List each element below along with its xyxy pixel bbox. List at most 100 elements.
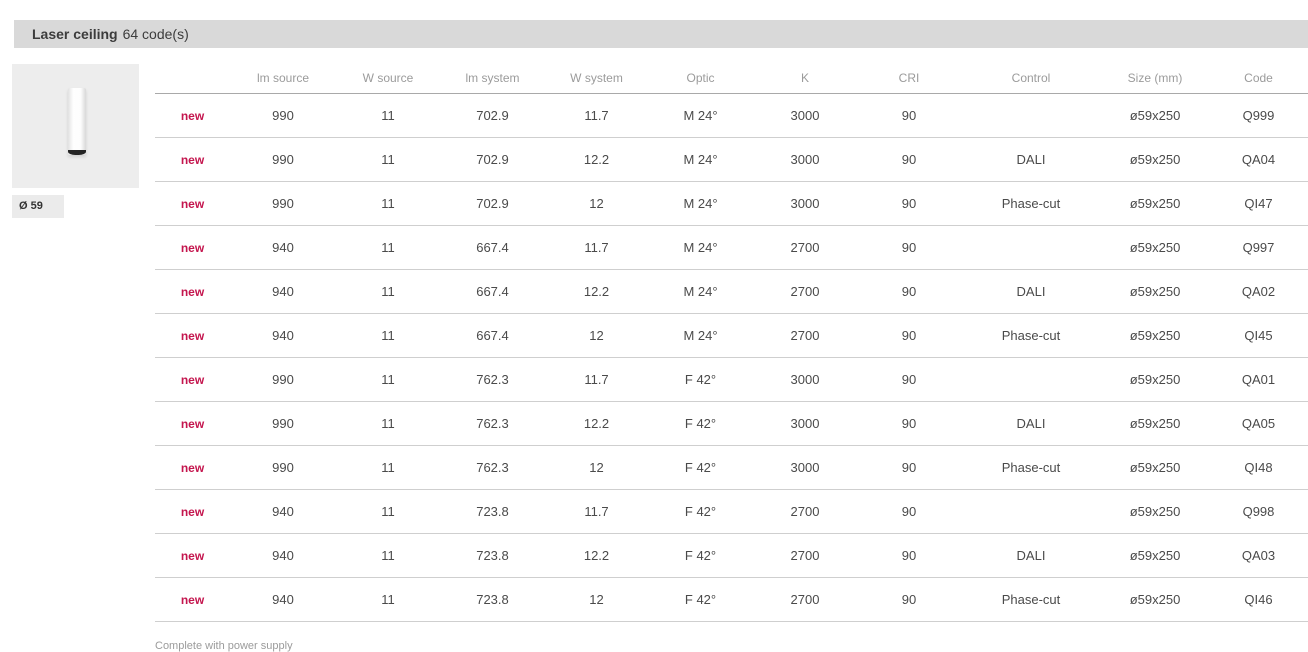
luminaire-cap	[68, 150, 86, 155]
cell-control	[961, 489, 1101, 534]
cell-new: new	[155, 445, 230, 490]
cell-w-system: 12.2	[545, 533, 648, 578]
table-row: new 940 11 667.4 12.2 M 24° 2700 90 DALI…	[155, 269, 1308, 314]
cell-cri: 90	[857, 533, 961, 578]
cell-code: Q998	[1209, 489, 1308, 534]
cell-control	[961, 357, 1101, 402]
cell-lm-system: 702.9	[440, 137, 545, 182]
table-row: new 940 11 723.8 12 F 42° 2700 90 Phase-…	[155, 577, 1308, 622]
cell-control: Phase-cut	[961, 181, 1101, 226]
table-row: new 990 11 702.9 11.7 M 24° 3000 90 ø59x…	[155, 93, 1308, 138]
cell-w-source: 11	[336, 269, 440, 314]
cell-code: Q999	[1209, 93, 1308, 138]
cell-optic: M 24°	[648, 269, 753, 314]
cell-k: 3000	[753, 181, 857, 226]
cell-lm-source: 940	[230, 489, 336, 534]
new-badge: new	[180, 152, 205, 167]
cell-new: new	[155, 137, 230, 182]
cell-size: ø59x250	[1101, 269, 1209, 314]
cell-control: DALI	[961, 533, 1101, 578]
table-header-row: lm source W source lm system W system Op…	[155, 64, 1308, 94]
cell-k: 2700	[753, 225, 857, 270]
cell-optic: M 24°	[648, 225, 753, 270]
cell-size: ø59x250	[1101, 137, 1209, 182]
table-row: new 990 11 762.3 12.2 F 42° 3000 90 DALI…	[155, 401, 1308, 446]
cell-new: new	[155, 181, 230, 226]
cell-lm-source: 990	[230, 401, 336, 446]
new-badge: new	[180, 460, 205, 475]
cell-code: QI45	[1209, 313, 1308, 358]
cell-new: new	[155, 577, 230, 622]
cell-size: ø59x250	[1101, 313, 1209, 358]
cell-control: DALI	[961, 401, 1101, 446]
cell-w-source: 11	[336, 401, 440, 446]
table-row: new 940 11 723.8 11.7 F 42° 2700 90 ø59x…	[155, 489, 1308, 534]
cell-cri: 90	[857, 577, 961, 622]
cell-lm-source: 990	[230, 357, 336, 402]
cell-code: Q997	[1209, 225, 1308, 270]
new-badge: new	[180, 372, 205, 387]
cell-code: QA02	[1209, 269, 1308, 314]
cell-lm-source: 940	[230, 269, 336, 314]
new-badge: new	[180, 284, 205, 299]
cell-optic: M 24°	[648, 93, 753, 138]
cell-cri: 90	[857, 313, 961, 358]
new-badge: new	[180, 416, 205, 431]
col-header-w-system: W system	[545, 64, 648, 94]
cell-cri: 90	[857, 225, 961, 270]
cell-k: 2700	[753, 577, 857, 622]
cell-w-system: 11.7	[545, 225, 648, 270]
cell-lm-system: 702.9	[440, 181, 545, 226]
cell-size: ø59x250	[1101, 93, 1209, 138]
cell-w-system: 11.7	[545, 489, 648, 534]
cell-optic: F 42°	[648, 577, 753, 622]
product-family-title: Laser ceiling	[32, 26, 118, 42]
table-row: new 990 11 762.3 11.7 F 42° 3000 90 ø59x…	[155, 357, 1308, 402]
cell-new: new	[155, 401, 230, 446]
cell-w-source: 11	[336, 357, 440, 402]
table-row: new 990 11 702.9 12 M 24° 3000 90 Phase-…	[155, 181, 1308, 226]
cell-lm-system: 702.9	[440, 93, 545, 138]
cell-k: 2700	[753, 269, 857, 314]
cell-w-source: 11	[336, 533, 440, 578]
col-header-code: Code	[1209, 64, 1308, 94]
cell-cri: 90	[857, 93, 961, 138]
cell-control: Phase-cut	[961, 445, 1101, 490]
cell-lm-system: 762.3	[440, 357, 545, 402]
cell-new: new	[155, 269, 230, 314]
col-header-w-source: W source	[336, 64, 440, 94]
table-row: new 990 11 702.9 12.2 M 24° 3000 90 DALI…	[155, 137, 1308, 182]
cell-w-source: 11	[336, 445, 440, 490]
cell-new: new	[155, 489, 230, 534]
col-header-lm-system: lm system	[440, 64, 545, 94]
cell-optic: F 42°	[648, 533, 753, 578]
cell-size: ø59x250	[1101, 401, 1209, 446]
cell-new: new	[155, 93, 230, 138]
cell-w-system: 12	[545, 577, 648, 622]
cell-new: new	[155, 225, 230, 270]
cell-lm-system: 762.3	[440, 445, 545, 490]
cell-k: 3000	[753, 445, 857, 490]
cell-control: DALI	[961, 137, 1101, 182]
cell-lm-source: 940	[230, 225, 336, 270]
cell-size: ø59x250	[1101, 577, 1209, 622]
cell-cri: 90	[857, 489, 961, 534]
cell-w-system: 12	[545, 445, 648, 490]
cell-lm-source: 940	[230, 533, 336, 578]
cell-k: 3000	[753, 93, 857, 138]
cell-lm-system: 667.4	[440, 225, 545, 270]
new-badge: new	[180, 108, 205, 123]
cell-cri: 90	[857, 445, 961, 490]
cell-w-system: 12	[545, 313, 648, 358]
cell-w-source: 11	[336, 489, 440, 534]
cell-w-system: 11.7	[545, 93, 648, 138]
cell-w-system: 11.7	[545, 357, 648, 402]
cell-lm-system: 667.4	[440, 313, 545, 358]
cell-control: Phase-cut	[961, 313, 1101, 358]
cell-w-source: 11	[336, 137, 440, 182]
new-badge: new	[180, 196, 205, 211]
luminaire-cylinder-image	[68, 88, 86, 155]
codes-count: 64 code(s)	[122, 26, 189, 42]
cell-cri: 90	[857, 137, 961, 182]
